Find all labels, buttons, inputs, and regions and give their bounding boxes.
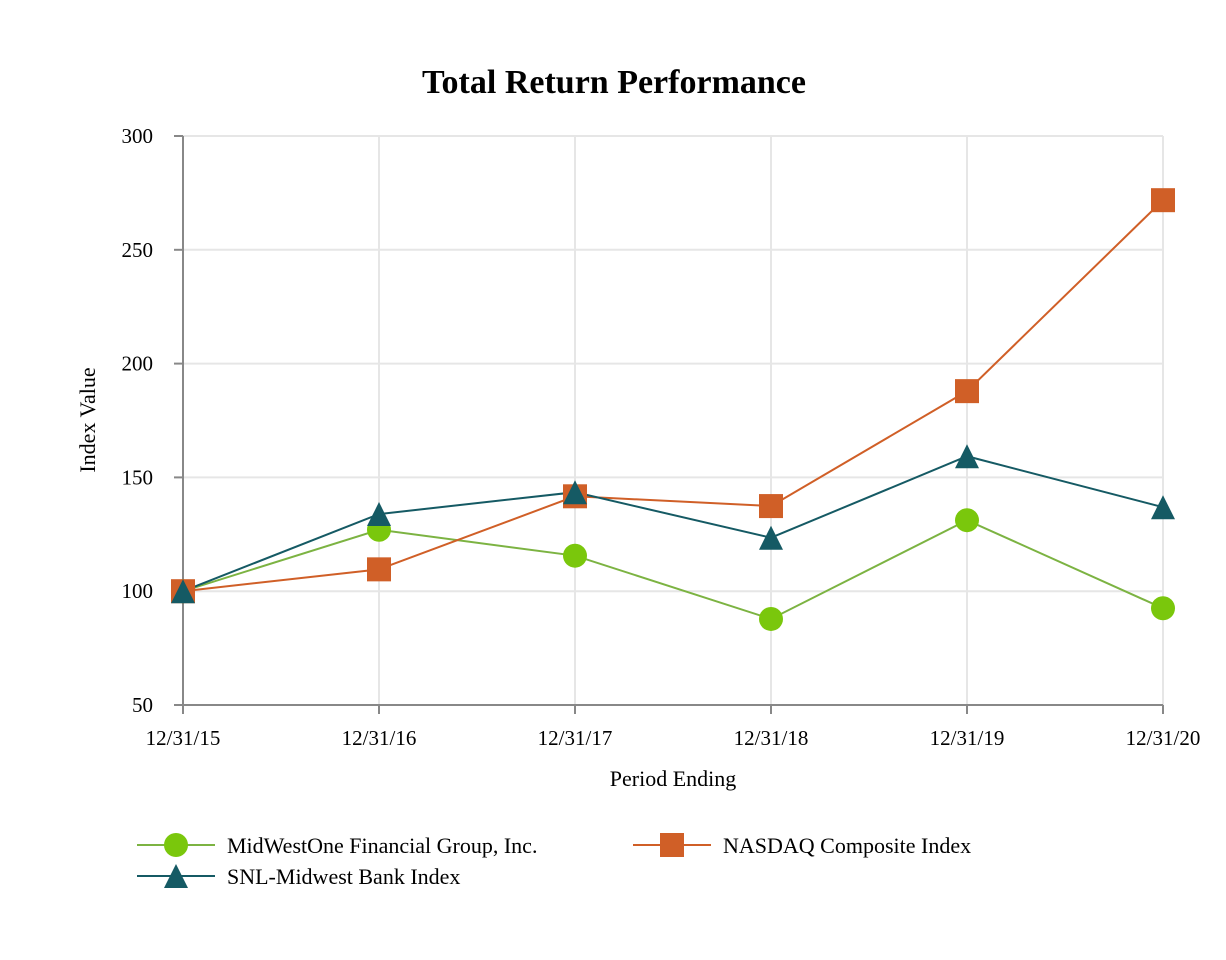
series-line-square <box>182 199 1164 593</box>
data-point-circle <box>563 543 587 568</box>
data-point-triangle <box>563 480 587 505</box>
y-tick-label: 300 <box>122 124 154 148</box>
data-point-square <box>955 379 979 404</box>
legend-label: SNL-Midwest Bank Index <box>227 864 460 889</box>
series-line-circle <box>182 519 1164 621</box>
data-point-square <box>759 494 783 519</box>
x-tick-label: 12/31/16 <box>342 726 417 750</box>
data-point-circle <box>759 606 783 631</box>
x-tick-label: 12/31/18 <box>734 726 809 750</box>
x-tick-label: 12/31/20 <box>1126 726 1201 750</box>
x-tick-label: 12/31/19 <box>930 726 1005 750</box>
legend-item: MidWestOne Financial Group, Inc. <box>137 833 537 858</box>
data-point-square <box>367 557 391 582</box>
legend-label: MidWestOne Financial Group, Inc. <box>227 833 537 858</box>
y-tick-label: 200 <box>122 352 154 376</box>
legend-marker-circle <box>164 833 188 857</box>
data-point-triangle <box>759 525 783 550</box>
series-line-triangle <box>182 455 1164 593</box>
y-tick-label: 150 <box>122 465 154 489</box>
y-axis-label: Index Value <box>75 367 100 472</box>
y-tick-label: 100 <box>122 579 154 603</box>
data-point-triangle <box>367 502 391 527</box>
data-point-triangle <box>955 444 979 469</box>
legend-item: NASDAQ Composite Index <box>633 833 971 858</box>
data-point-circle <box>955 508 979 533</box>
legend-label: NASDAQ Composite Index <box>723 833 971 858</box>
y-tick-label: 250 <box>122 238 154 262</box>
legend-marker-triangle <box>164 864 188 888</box>
data-point-triangle <box>1151 495 1175 520</box>
chart-title: Total Return Performance <box>422 64 806 101</box>
x-tick-label: 12/31/15 <box>146 726 221 750</box>
data-point-circle <box>1151 596 1175 621</box>
legend-item: SNL-Midwest Bank Index <box>137 864 460 889</box>
legend-marker-square <box>660 833 684 857</box>
data-point-triangle <box>171 579 195 604</box>
x-tick-label: 12/31/17 <box>538 726 613 750</box>
x-axis-label: Period Ending <box>610 766 737 791</box>
data-point-square <box>1151 188 1175 213</box>
y-tick-label: 50 <box>132 693 153 717</box>
